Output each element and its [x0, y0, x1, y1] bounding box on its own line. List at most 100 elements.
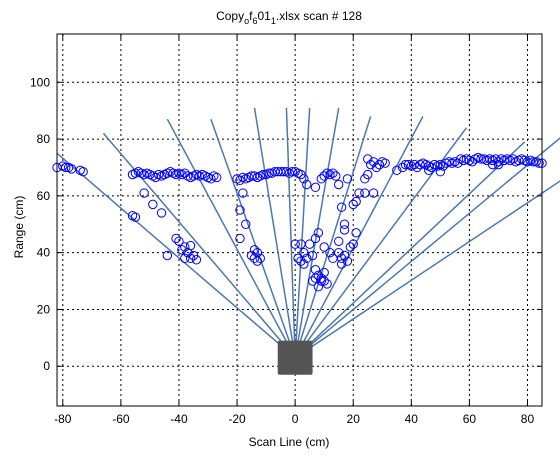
- range-point: [307, 250, 318, 261]
- range-point: [241, 219, 251, 229]
- scan-ray: [210, 118, 296, 358]
- range-point: [185, 253, 196, 264]
- range-point: [424, 165, 434, 176]
- scan-ray: [294, 137, 560, 359]
- y-tick-label: 0: [43, 359, 50, 373]
- range-point: [61, 162, 71, 173]
- range-point: [287, 167, 297, 177]
- range-point: [162, 250, 173, 261]
- x-axis-label: Scan Line (cm): [249, 435, 330, 449]
- range-point: [342, 174, 353, 184]
- range-point: [299, 174, 309, 184]
- range-point: [319, 276, 329, 286]
- range-point: [493, 159, 504, 170]
- range-point: [185, 240, 196, 251]
- y-tick-label: 100: [30, 75, 50, 89]
- range-point: [316, 174, 326, 184]
- y-tick-label: 80: [37, 132, 51, 146]
- range-point: [180, 242, 190, 252]
- range-point: [171, 233, 181, 244]
- range-point: [493, 157, 504, 167]
- scan-ray: [294, 116, 372, 358]
- range-point: [174, 236, 184, 246]
- range-point: [206, 174, 216, 184]
- range-point: [409, 159, 419, 170]
- grid: [57, 34, 542, 406]
- title-mid-1: f: [249, 9, 253, 23]
- range-point: [156, 208, 167, 218]
- scan-ray: [294, 107, 340, 358]
- x-tick-label: 0: [292, 412, 299, 426]
- range-point: [275, 167, 286, 177]
- range-point: [255, 253, 265, 264]
- range-point: [139, 188, 149, 198]
- y-tick-label: 40: [37, 246, 51, 260]
- range-point: [348, 239, 358, 249]
- range-point: [238, 188, 248, 198]
- range-point: [299, 247, 309, 258]
- x-tick-label: 20: [347, 412, 361, 426]
- range-point: [336, 259, 347, 269]
- range-point: [299, 259, 309, 269]
- range-point: [351, 196, 361, 207]
- range-point: [258, 169, 268, 180]
- range-point: [528, 157, 538, 167]
- range-point: [177, 245, 187, 255]
- range-point: [328, 168, 338, 178]
- scan-ray: [294, 127, 468, 359]
- range-point: [397, 162, 408, 173]
- scan-ray: [102, 132, 296, 359]
- title-sub-1: o: [244, 16, 249, 26]
- range-point: [310, 182, 321, 193]
- range-point: [348, 199, 358, 210]
- range-point: [487, 159, 498, 170]
- x-tick-label: 80: [521, 412, 535, 426]
- scan-ray: [285, 107, 296, 358]
- range-point: [319, 171, 329, 181]
- title-base: Copy: [216, 9, 244, 23]
- range-point: [235, 175, 245, 185]
- range-point: [363, 169, 373, 180]
- range-point: [78, 167, 88, 177]
- range-point: [334, 236, 344, 246]
- range-point: [360, 188, 370, 198]
- scan-ray: [294, 141, 526, 359]
- range-point: [130, 212, 141, 222]
- scan-ray: [294, 107, 311, 358]
- scan-ray: [294, 116, 424, 359]
- scan-ray: [294, 180, 560, 359]
- x-tick-label: -20: [228, 412, 246, 426]
- range-point: [310, 264, 321, 275]
- range-point: [534, 158, 544, 168]
- range-point: [319, 242, 329, 252]
- range-point: [151, 172, 161, 183]
- scan-ray: [253, 107, 296, 358]
- range-point: [336, 253, 347, 264]
- range-point: [290, 239, 300, 249]
- sensor: [277, 340, 313, 375]
- scan-rays: [56, 107, 560, 359]
- range-point: [380, 158, 390, 168]
- range-point: [435, 167, 446, 177]
- scan-ray: [166, 118, 296, 359]
- range-point: [322, 279, 332, 289]
- plot-frame: [56, 33, 543, 407]
- range-point: [351, 228, 361, 238]
- range-point: [191, 255, 202, 265]
- range-point: [392, 165, 402, 176]
- range-point: [363, 154, 373, 164]
- range-point: [368, 188, 379, 198]
- range-point: [246, 250, 257, 261]
- range-point: [345, 242, 356, 252]
- range-point: [374, 159, 385, 170]
- range-point: [148, 199, 158, 210]
- x-tick-label: -40: [170, 412, 188, 426]
- range-point: [339, 250, 350, 261]
- range-point: [296, 256, 306, 266]
- range-point: [371, 162, 382, 173]
- range-point: [66, 164, 77, 174]
- range-point: [354, 188, 364, 198]
- range-point: [249, 245, 260, 255]
- axis-ticks: -80 -60 -40 -20 0 20 40 60 80 0 20 40 60 80 100: [30, 34, 542, 426]
